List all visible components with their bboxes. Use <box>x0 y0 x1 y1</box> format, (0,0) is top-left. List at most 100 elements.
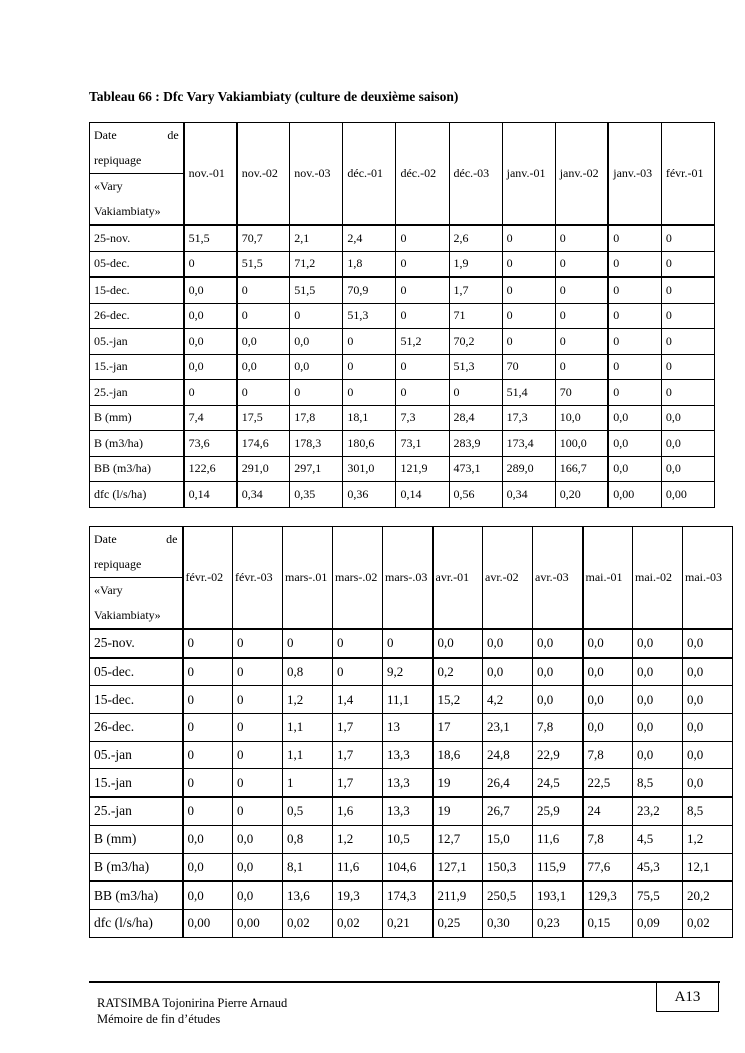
table-cell: 0,14 <box>183 481 238 508</box>
table-cell: 166,7 <box>554 455 610 482</box>
column-header: déc.-02 <box>395 122 450 226</box>
header-separator <box>90 173 182 174</box>
table-cell: 13 <box>382 713 434 742</box>
row-label: 15.-jan <box>89 768 184 799</box>
row-label: 25-nov. <box>89 628 184 659</box>
table-row: 25-nov. 51,5 70,7 2,1 2,4 0 2,6 0 0 0 0 <box>88 224 716 252</box>
column-header: déc.-01 <box>342 122 397 226</box>
table-cell: 0,0 <box>183 302 238 329</box>
column-header: mai.-03 <box>682 526 733 630</box>
table-cell: 0,0 <box>607 430 662 457</box>
table-cell: 0 <box>342 379 397 406</box>
footer-author-block: RATSIMBA Tojonirina Pierre Arnaud Mémoir… <box>97 995 287 1027</box>
table-row: 05.-jan 0 0 1,1 1,7 13,3 18,6 24,8 22,9 7,8 0,0 0,0 <box>89 740 733 770</box>
table-cell: 17,8 <box>289 404 344 431</box>
table-cell: 13,6 <box>282 880 333 910</box>
table-cell: 100,0 <box>554 430 610 457</box>
column-header: avr.-02 <box>482 526 533 630</box>
table-cell: 12,1 <box>682 852 733 883</box>
table-cell: 0,0 <box>582 685 633 715</box>
table-cell: 0,0 <box>182 880 233 910</box>
table-cell: 23,2 <box>632 796 683 826</box>
row-label: B (m3/ha) <box>89 852 184 883</box>
table-cell: 71 <box>448 302 503 329</box>
header-text: de <box>167 128 179 142</box>
header-text: Vakiambiaty» <box>94 204 161 218</box>
table-cell: 1,2 <box>332 824 383 854</box>
table-cell: 0,35 <box>289 481 344 508</box>
table-row: BB (m3/ha) 0,0 0,0 13,6 19,3 174,3 211,9 250,5 1… <box>89 880 733 910</box>
table-cell: 211,9 <box>432 880 483 910</box>
page-number: A13 <box>656 983 719 1012</box>
table-cell: 0,0 <box>682 768 733 799</box>
row-label: 05-dec. <box>89 657 184 687</box>
column-header: févr.-01 <box>660 122 716 226</box>
table-row: dfc (l/s/ha) 0,00 0,00 0,02 0,02 0,21 0,25 0,30… <box>89 908 733 938</box>
row-label: 15-dec. <box>88 276 185 304</box>
table-cell: 0 <box>182 740 233 770</box>
row-label: 25-nov. <box>88 224 185 252</box>
table-cell: 70,7 <box>236 224 291 252</box>
table-cell: 0,02 <box>682 908 733 938</box>
table-cell: 0 <box>236 302 291 329</box>
table-row: B (m3/ha) 0,0 0,0 8,1 11,6 104,6 127,1 150,3 115… <box>89 852 733 883</box>
table-cell: 0 <box>182 713 233 742</box>
table-cell: 0,0 <box>532 628 584 659</box>
table-row: 25-nov. 0 0 0 0 0 0,0 0,0 0,0 0,0 0,0 0,0 <box>89 628 733 659</box>
table-cell: 0 <box>282 628 333 659</box>
column-header: mai.-02 <box>632 526 683 630</box>
table-cell: 0 <box>554 328 610 355</box>
row-label: B (mm) <box>89 824 184 854</box>
table-row: 05-dec. 0 0 0,8 0 9,2 0,2 0,0 0,0 0,0 0,0 0,0 <box>89 657 733 687</box>
table-cell: 0,0 <box>582 628 633 659</box>
table-cell: 13,3 <box>382 740 434 770</box>
table-cell: 0 <box>501 302 556 329</box>
table-cell: 7,8 <box>582 824 633 854</box>
table-cell: 51,5 <box>289 276 344 304</box>
table-cell: 0 <box>289 302 344 329</box>
column-header: févr.-03 <box>232 526 283 630</box>
table-cell: 301,0 <box>342 455 397 482</box>
table-cell: 4,5 <box>632 824 683 854</box>
table-cell: 0,0 <box>632 740 683 770</box>
table-cell: 0 <box>232 740 283 770</box>
table-cell: 51,3 <box>448 353 503 380</box>
table-title: Tableau 66 : Dfc Vary Vakiambiaty (cultu… <box>89 89 459 104</box>
table-row: 26-dec. 0,0 0 0 51,3 0 71 0 0 0 0 <box>88 302 716 329</box>
table-cell: 0,00 <box>607 481 662 508</box>
header-separator <box>90 577 181 578</box>
table-row: BB (m3/ha) 122,6 291,0 297,1 301,0 121,9 473,1… <box>88 455 716 482</box>
table-cell: 73,6 <box>183 430 238 457</box>
row-label: BB (m3/ha) <box>89 880 184 910</box>
table-cell: 0,0 <box>582 713 633 742</box>
table-cell: 297,1 <box>289 455 344 482</box>
row-label: 15.-jan <box>88 353 185 380</box>
table-cell: 0 <box>332 628 383 659</box>
table-cell: 2,6 <box>448 224 503 252</box>
table-cell: 1,2 <box>282 685 333 715</box>
table-cell: 0 <box>232 657 283 687</box>
row-label: dfc (l/s/ha) <box>89 908 184 938</box>
table-cell: 0,20 <box>554 481 610 508</box>
table-cell: 22,9 <box>532 740 584 770</box>
table-cell: 0 <box>448 379 503 406</box>
table-cell: 0,5 <box>282 796 333 826</box>
table-cell: 0,0 <box>660 455 716 482</box>
table-cell: 0,0 <box>232 852 283 883</box>
table-cell: 8,1 <box>282 852 333 883</box>
table-cell: 0 <box>607 353 662 380</box>
table-cell: 45,3 <box>632 852 683 883</box>
table-cell: 283,9 <box>448 430 503 457</box>
table-cell: 0 <box>607 224 662 252</box>
table-cell: 51,2 <box>395 328 450 355</box>
table-cell: 0 <box>182 796 233 826</box>
table-cell: 4,2 <box>482 685 533 715</box>
column-header: nov.-01 <box>183 122 238 226</box>
table-cell: 1,9 <box>448 250 503 278</box>
table-cell: 0,30 <box>482 908 533 938</box>
header-line: Date de <box>94 527 178 552</box>
table-cell: 51,5 <box>236 250 291 278</box>
row-label: 26-dec. <box>88 302 185 329</box>
table-cell: 0 <box>607 276 662 304</box>
table-cell: 2,1 <box>289 224 344 252</box>
